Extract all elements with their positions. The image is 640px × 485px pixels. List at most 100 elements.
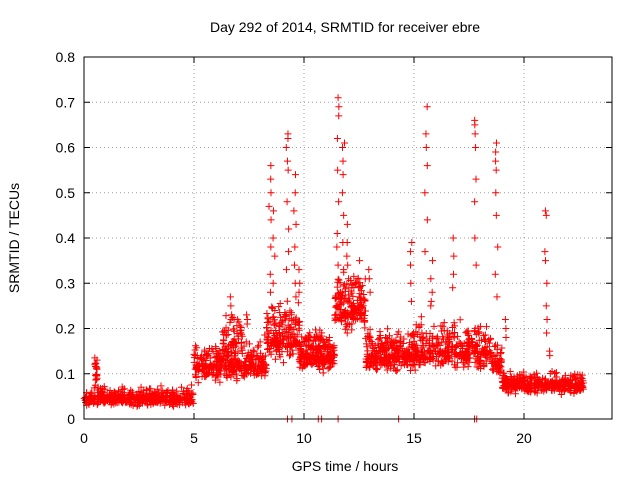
data-point [98, 388, 106, 396]
data-point [254, 343, 262, 351]
data-point [287, 311, 295, 319]
data-point [511, 380, 519, 388]
data-point [100, 399, 108, 407]
data-point [476, 322, 484, 330]
data-point [316, 334, 324, 342]
data-point [492, 211, 500, 219]
data-point [321, 344, 329, 352]
data-point [348, 326, 356, 334]
data-point [386, 353, 394, 361]
data-point [333, 303, 341, 311]
data-point [542, 302, 550, 310]
data-point [194, 379, 202, 387]
data-point [189, 389, 197, 397]
data-point [294, 299, 302, 307]
data-point [488, 359, 496, 367]
data-point [451, 328, 459, 336]
data-point [278, 318, 286, 326]
data-point [176, 401, 184, 409]
data-point [363, 362, 371, 370]
data-point [191, 365, 199, 373]
data-point [228, 311, 236, 319]
data-point [338, 189, 346, 197]
data-point [281, 309, 289, 317]
data-point [488, 358, 496, 366]
data-point [276, 300, 284, 308]
data-point [334, 278, 342, 286]
data-point [287, 331, 295, 339]
data-point [333, 134, 341, 142]
data-point [356, 290, 364, 298]
data-point [533, 369, 541, 377]
data-point [437, 349, 445, 357]
data-point [433, 341, 441, 349]
data-point [471, 234, 479, 242]
data-point [142, 386, 150, 394]
data-point [372, 352, 380, 360]
data-point [352, 307, 360, 315]
data-point [411, 352, 419, 360]
data-point [224, 342, 232, 350]
data-point [364, 352, 372, 360]
data-point [541, 248, 549, 256]
data-point [557, 390, 565, 398]
data-point [421, 248, 429, 256]
data-point [374, 336, 382, 344]
data-point [163, 397, 171, 405]
data-point [295, 321, 303, 329]
data-point [440, 327, 448, 335]
y-axis-label: SRMTID / TECUs [6, 183, 22, 293]
data-point [366, 363, 374, 371]
data-point [372, 359, 380, 367]
data-point [353, 315, 361, 323]
data-point [127, 386, 135, 394]
data-point [572, 384, 580, 392]
data-point [333, 229, 341, 237]
data-point [286, 307, 294, 315]
data-point [450, 252, 458, 260]
data-point [188, 381, 196, 389]
data-point [417, 313, 425, 321]
x-axis-label: GPS time / hours [292, 458, 399, 474]
data-point [299, 348, 307, 356]
data-point [292, 339, 300, 347]
data-point [309, 337, 317, 345]
data-point [440, 319, 448, 327]
data-point [492, 148, 500, 156]
data-point [413, 350, 421, 358]
data-point [226, 293, 234, 301]
data-point [419, 355, 427, 363]
data-point [426, 348, 434, 356]
data-point [304, 341, 312, 349]
data-point [284, 134, 292, 142]
data-point [461, 353, 469, 361]
data-point [416, 356, 424, 364]
data-point [192, 342, 200, 350]
data-point [267, 175, 275, 183]
data-point [310, 333, 318, 341]
data-point [231, 339, 239, 347]
data-point [383, 366, 391, 374]
data-point [201, 346, 209, 354]
x-tick-label: 5 [190, 430, 198, 446]
data-point [344, 275, 352, 283]
data-point [223, 365, 231, 373]
data-point [347, 304, 355, 312]
data-point [227, 373, 235, 381]
data-point [439, 335, 447, 343]
data-point [576, 371, 584, 379]
data-point [332, 294, 340, 302]
data-point [86, 394, 94, 402]
data-point [426, 349, 434, 357]
data-point [157, 382, 165, 390]
data-point [257, 349, 265, 357]
data-point [110, 400, 118, 408]
data-point [295, 318, 303, 326]
data-point [515, 374, 523, 382]
data-point [423, 162, 431, 170]
data-point [283, 297, 291, 305]
data-point [456, 348, 464, 356]
data-point [453, 363, 461, 371]
data-point [471, 358, 479, 366]
